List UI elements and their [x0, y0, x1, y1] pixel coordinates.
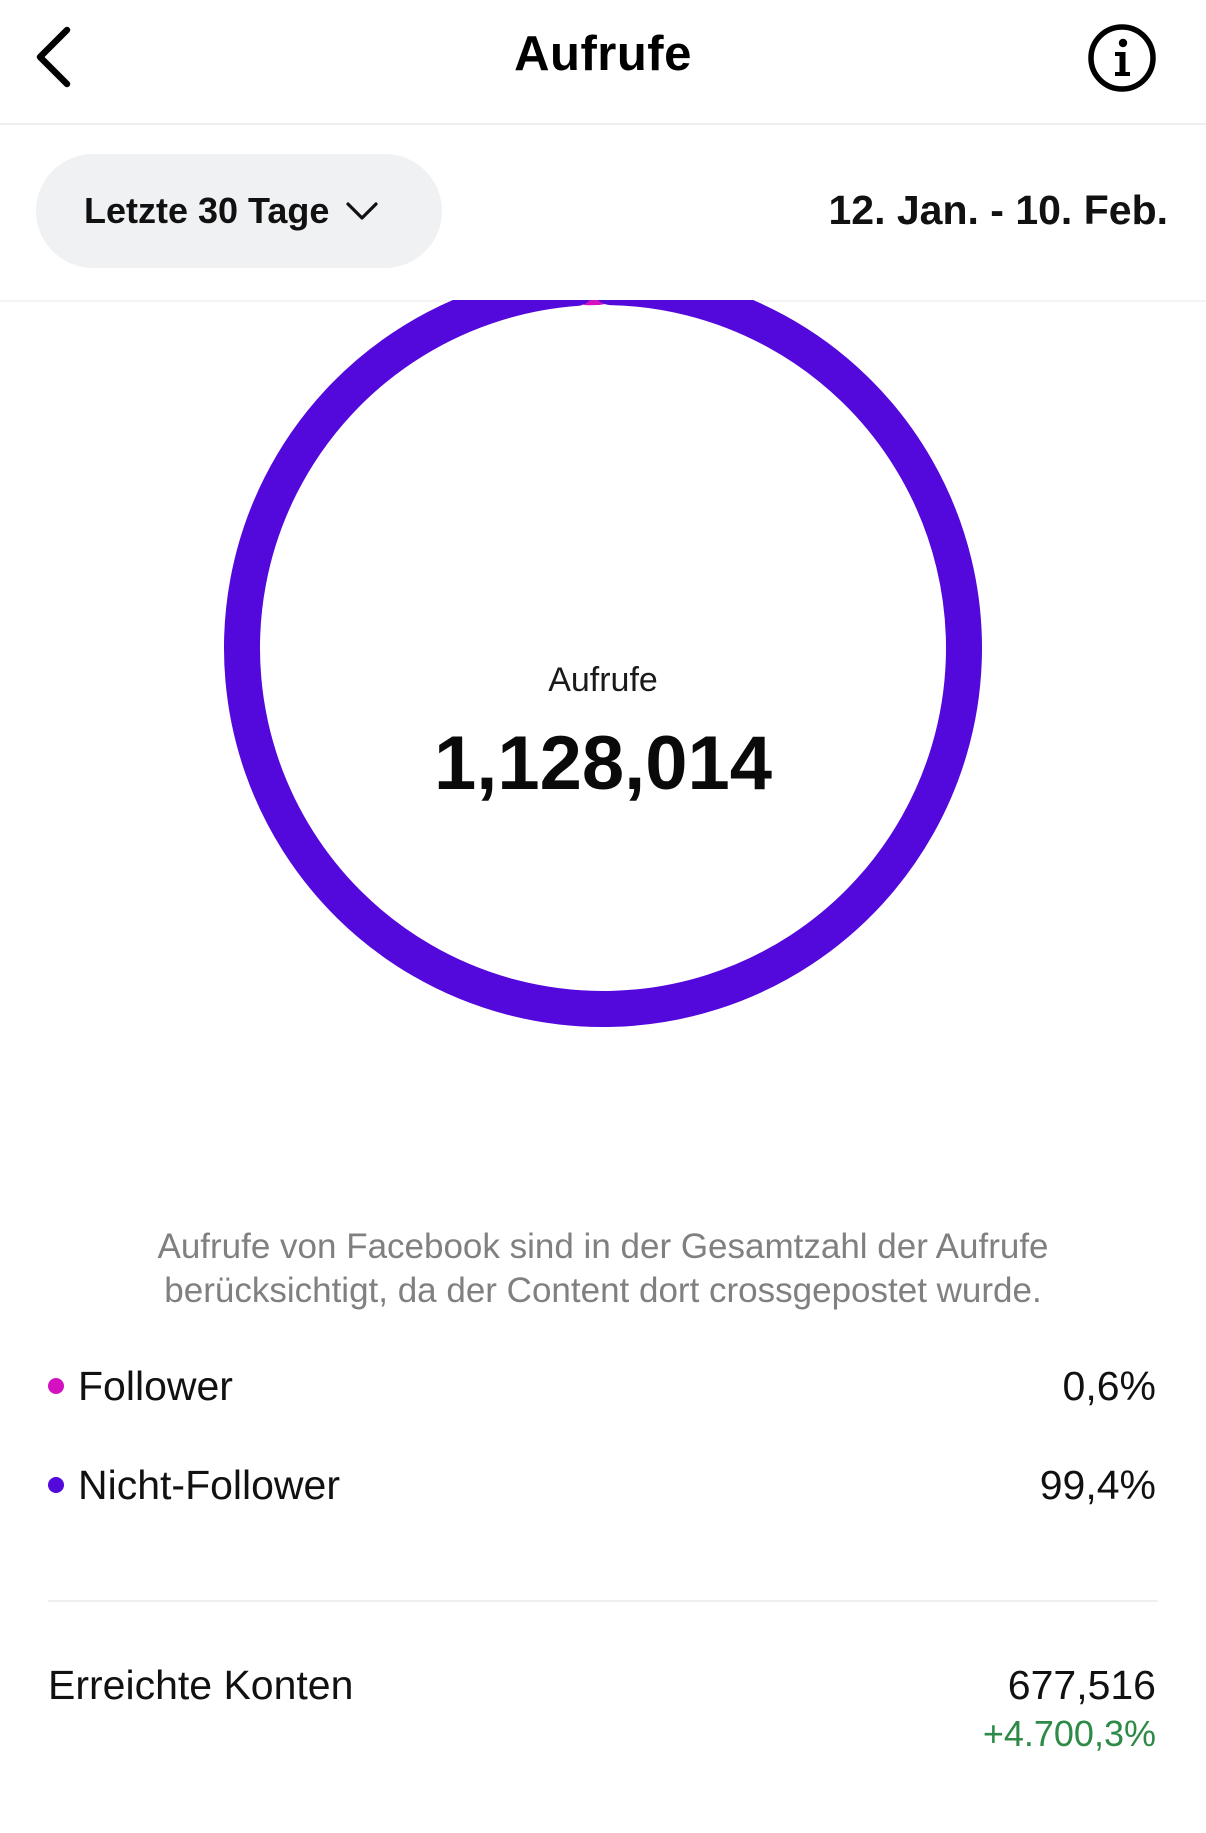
chevron-left-icon	[36, 26, 71, 88]
facebook-crosspost-note: Aufrufe von Facebook sind in der Gesamtz…	[157, 1227, 1049, 1310]
chevron-down-icon	[346, 202, 379, 220]
page-title: Aufrufe	[514, 27, 692, 81]
top-bar: Aufrufe	[0, 0, 1206, 125]
date-range: 12. Jan. - 10. Feb.	[828, 187, 1168, 233]
legend-label: Nicht-Follower	[78, 1461, 340, 1508]
reached-accounts-change: +4.700,3%	[982, 1713, 1156, 1754]
legend-value: 0,6%	[1062, 1362, 1156, 1409]
views-donut-chart: Aufrufe 1,128,014	[0, 300, 1206, 1160]
total-views-value: 1,128,014	[433, 721, 773, 806]
donut-svg	[224, 300, 982, 1027]
donut-slice-non-follower	[224, 300, 982, 1027]
legend-label: Follower	[78, 1362, 233, 1409]
info-button[interactable]	[1086, 22, 1158, 94]
chart-center-label: Aufrufe	[548, 661, 658, 699]
reached-accounts-label: Erreichte Konten	[48, 1662, 354, 1708]
info-icon	[1088, 24, 1156, 92]
filter-row: Letzte 30 Tage 12. Jan. - 10. Feb.	[0, 125, 1206, 302]
divider	[48, 1600, 1158, 1602]
reached-accounts-value: 677,516	[1007, 1662, 1156, 1708]
follower-dot	[48, 1378, 64, 1394]
legend-item-follower: Follower 0,6%	[48, 1356, 1156, 1416]
time-range-label: Letzte 30 Tage	[84, 190, 330, 231]
time-range-dropdown[interactable]: Letzte 30 Tage	[36, 154, 442, 268]
legend-item-non-follower: Nicht-Follower 99,4%	[48, 1455, 1156, 1515]
non-follower-dot	[48, 1477, 64, 1493]
back-button[interactable]	[18, 20, 88, 94]
legend-value: 99,4%	[1039, 1461, 1156, 1508]
